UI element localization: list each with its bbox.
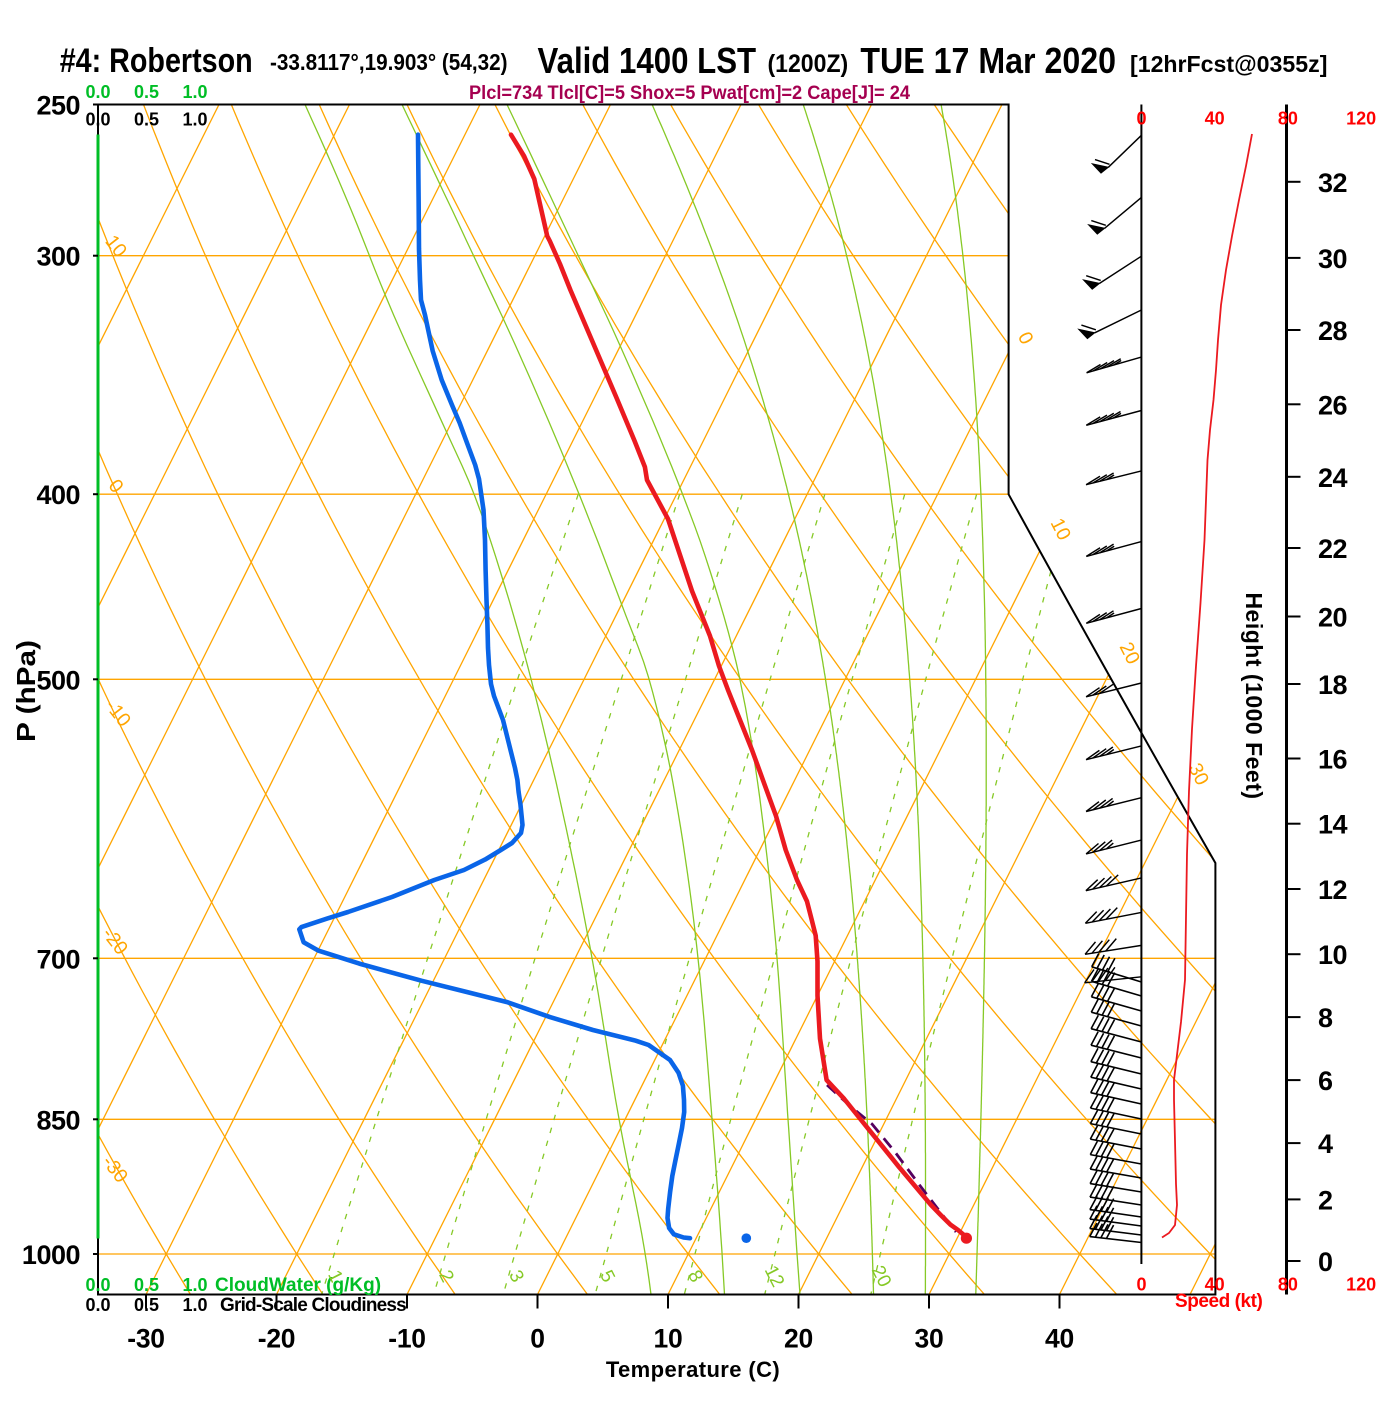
svg-text:400: 400 (36, 480, 80, 510)
svg-text:-20: -20 (258, 1324, 295, 1354)
svg-text:Speed (kt): Speed (kt) (1175, 1291, 1262, 1312)
svg-text:16: 16 (1318, 745, 1348, 775)
svg-text:0.0: 0.0 (85, 82, 110, 102)
svg-text:CloudWater (g/Kg): CloudWater (g/Kg) (215, 1275, 381, 1296)
svg-text:700: 700 (36, 944, 80, 974)
svg-text:28: 28 (1318, 316, 1348, 346)
svg-text:8: 8 (1318, 1003, 1333, 1033)
svg-text:1000: 1000 (22, 1240, 80, 1270)
svg-text:1.0: 1.0 (182, 1295, 207, 1315)
svg-text:0: 0 (530, 1324, 544, 1354)
svg-text:10: 10 (1318, 940, 1347, 970)
svg-text:0.5: 0.5 (134, 110, 159, 130)
svg-text:Grid-Scale Cloudiness: Grid-Scale Cloudiness (220, 1295, 406, 1316)
svg-text:300: 300 (36, 242, 80, 272)
svg-text:40: 40 (1045, 1324, 1074, 1354)
svg-text:0.0: 0.0 (85, 1275, 110, 1295)
svg-text:#4: Robertson: #4: Robertson (60, 42, 253, 80)
svg-text:P (hPa): P (hPa) (11, 640, 41, 742)
svg-text:30: 30 (1318, 244, 1347, 274)
svg-text:2: 2 (1318, 1185, 1333, 1215)
svg-text:18: 18 (1318, 670, 1348, 700)
svg-text:14: 14 (1318, 810, 1348, 840)
svg-text:26: 26 (1318, 390, 1348, 420)
svg-text:-33.8117°,19.903° (54,32): -33.8117°,19.903° (54,32) (270, 49, 508, 75)
svg-text:120: 120 (1346, 109, 1376, 129)
svg-text:Height (1000 Feet): Height (1000 Feet) (1241, 592, 1267, 799)
svg-text:80: 80 (1278, 109, 1298, 129)
svg-text:Temperature (C): Temperature (C) (606, 1357, 780, 1382)
svg-text:4: 4 (1318, 1129, 1333, 1159)
svg-text:32: 32 (1318, 168, 1347, 198)
svg-text:24: 24 (1318, 463, 1348, 493)
svg-text:30: 30 (915, 1324, 944, 1354)
svg-text:-10: -10 (388, 1324, 425, 1354)
svg-text:500: 500 (36, 665, 80, 695)
svg-text:1.0: 1.0 (182, 110, 207, 130)
svg-text:0.5: 0.5 (134, 1295, 159, 1315)
svg-text:20: 20 (1318, 603, 1347, 633)
svg-text:40: 40 (1205, 1275, 1225, 1295)
svg-text:0.0: 0.0 (85, 110, 110, 130)
svg-text:20: 20 (784, 1324, 813, 1354)
svg-text:1.0: 1.0 (182, 82, 207, 102)
svg-text:1.0: 1.0 (182, 1275, 207, 1295)
svg-text:(1200Z): (1200Z) (768, 50, 849, 78)
svg-text:-30: -30 (127, 1324, 164, 1354)
svg-text:0.5: 0.5 (134, 1275, 159, 1295)
svg-text:0.5: 0.5 (134, 82, 159, 102)
svg-text:120: 120 (1346, 1275, 1376, 1295)
svg-text:0: 0 (1318, 1247, 1333, 1277)
svg-text:0.0: 0.0 (85, 1295, 110, 1315)
svg-text:12: 12 (1318, 875, 1347, 905)
svg-text:250: 250 (36, 91, 80, 121)
svg-text:40: 40 (1205, 109, 1225, 129)
svg-text:TUE 17 Mar 2020: TUE 17 Mar 2020 (860, 40, 1116, 81)
svg-text:0: 0 (1136, 109, 1146, 129)
svg-text:6: 6 (1318, 1066, 1333, 1096)
svg-text:Valid 1400 LST: Valid 1400 LST (538, 40, 757, 81)
svg-text:0: 0 (1136, 1275, 1146, 1295)
svg-text:Plcl=734 Tlcl[C]=5 Shox=5 Pwat: Plcl=734 Tlcl[C]=5 Shox=5 Pwat[cm]=2 Cap… (469, 83, 910, 104)
svg-text:[12hrFcst@0355z]: [12hrFcst@0355z] (1130, 51, 1327, 77)
svg-text:80: 80 (1278, 1275, 1298, 1295)
svg-text:22: 22 (1318, 534, 1347, 564)
svg-text:850: 850 (36, 1105, 80, 1135)
svg-text:10: 10 (654, 1324, 683, 1354)
